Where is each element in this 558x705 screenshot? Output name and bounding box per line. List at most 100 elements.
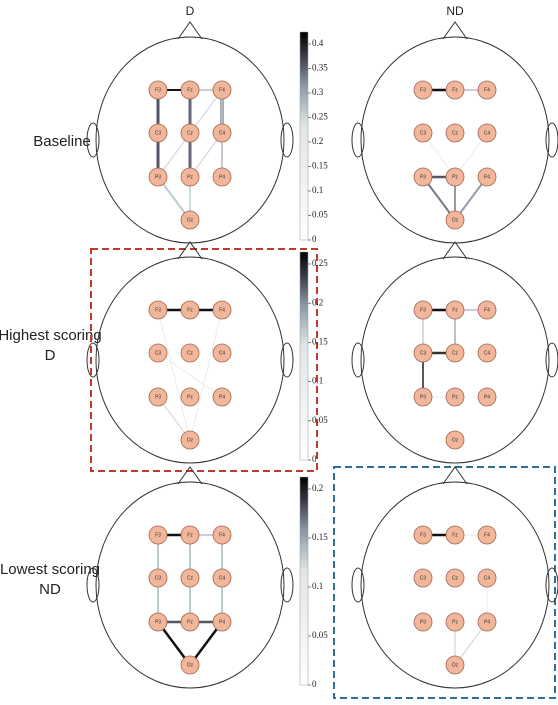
electrode-label: Pz [187, 394, 193, 400]
ear [546, 343, 558, 377]
electrode-label: Fz [187, 532, 193, 538]
electrode-label: Cz [452, 575, 459, 581]
electrode-label: F3 [420, 532, 426, 538]
electrode-label: Oz [187, 437, 194, 443]
electrode-label: F3 [155, 87, 161, 93]
colorbar-tick-label: 0 [312, 454, 317, 464]
colorbar-tick-label: 0.2 [312, 297, 323, 307]
electrode-label: F4 [219, 87, 225, 93]
electrode-label: C3 [155, 575, 162, 581]
ear [352, 568, 364, 602]
colorbar-tick-label: 0.4 [312, 38, 324, 48]
connection [190, 310, 222, 440]
electrode-label: Cz [187, 350, 194, 356]
electrode-label: C3 [420, 575, 427, 581]
colorbar-tick-label: 0.35 [312, 63, 328, 73]
ear [281, 568, 293, 602]
head-plot: F3FzF4C3CzC4P3PzP4Oz0.40.350.30.250.20.1… [352, 242, 558, 464]
electrode-label: F4 [484, 532, 490, 538]
colorbar-tick-label: 0 [312, 234, 317, 244]
electrode-label: Pz [452, 174, 458, 180]
colorbar-tick-label: 0.15 [312, 336, 328, 346]
electrode-label: P3 [420, 394, 426, 400]
electrode-label: Cz [187, 575, 194, 581]
electrode-label: P4 [219, 619, 225, 625]
electrode-label: C4 [219, 130, 226, 136]
nose [443, 467, 467, 484]
electrode-label: F4 [484, 307, 490, 313]
electrode-label: Fz [452, 532, 458, 538]
colorbar-tick-label: 0.1 [312, 376, 323, 386]
electrode-label: F3 [155, 307, 161, 313]
colorbar-tick-label: 0.2 [312, 136, 323, 146]
electrode-label: Oz [187, 662, 194, 668]
electrode-label: Pz [452, 394, 458, 400]
colorbar [300, 32, 308, 240]
ear [281, 343, 293, 377]
electrode-label: Fz [187, 307, 193, 313]
electrode-label: F4 [484, 87, 490, 93]
colorbar-tick-label: 0.05 [312, 210, 328, 220]
electrode-label: P3 [155, 394, 161, 400]
electrode-label: Oz [452, 217, 459, 223]
column-label: ND [446, 4, 464, 18]
colorbar-tick-label: 0.25 [312, 112, 328, 122]
nose [178, 22, 202, 39]
ear [546, 123, 558, 157]
electrode-label: Cz [187, 130, 194, 136]
electrode-label: P3 [420, 619, 426, 625]
colorbar-tick-label: 0.2 [312, 483, 323, 493]
electrode-label: F4 [219, 307, 225, 313]
electrode-label: P4 [484, 174, 490, 180]
electrode-label: C3 [155, 130, 162, 136]
electrode-label: F3 [420, 87, 426, 93]
electrode-label: Fz [452, 307, 458, 313]
electrode-label: C3 [420, 350, 427, 356]
electrode-label: Cz [452, 130, 459, 136]
connection [158, 310, 190, 440]
electrode-label: Pz [187, 619, 193, 625]
electrode-label: P4 [484, 619, 490, 625]
electrode-label: Pz [452, 619, 458, 625]
colorbar-tick-label: 0.15 [312, 161, 328, 171]
colorbar-tick-label: 0.15 [312, 532, 328, 542]
electrode-label: C4 [484, 575, 491, 581]
colorbar [300, 477, 308, 685]
electrode-label: C4 [219, 575, 226, 581]
colorbar-tick-label: 0.1 [312, 581, 323, 591]
electrode-label: C3 [420, 130, 427, 136]
electrode-label: P4 [219, 394, 225, 400]
electrode-label: P4 [219, 174, 225, 180]
head-plot: F3FzF4C3CzC4P3PzP4Oz0.250.20.150.10.050 [352, 22, 558, 244]
electrode-label: C4 [219, 350, 226, 356]
figure: D ND Baseline Highest scoringD Lowest sc… [0, 0, 558, 700]
row-label: Lowest scoringND [0, 561, 100, 598]
nose [443, 242, 467, 259]
electrode-label: P4 [484, 394, 490, 400]
electrode-label: Oz [187, 217, 194, 223]
electrode-label: Pz [187, 174, 193, 180]
highlight-box [91, 249, 317, 471]
ear [352, 343, 364, 377]
head-plot: F3FzF4C3CzC4P3PzP4Oz0.40.350.30.250.20.1… [87, 22, 328, 244]
colorbar-tick-label: 0 [312, 679, 317, 689]
electrode-label: Fz [452, 87, 458, 93]
colorbar-tick-label: 0.25 [312, 258, 328, 268]
colorbar-tick-label: 0.05 [312, 630, 328, 640]
colorbar-tick-label: 0.05 [312, 415, 328, 425]
electrode-label: F3 [155, 532, 161, 538]
electrode-label: P3 [155, 619, 161, 625]
ear [87, 343, 99, 377]
head-plot: F3FzF4C3CzC4P3PzP4Oz0.450.40.350.30.250.… [352, 467, 558, 689]
colorbar-tick-label: 0.3 [312, 87, 324, 97]
ear [352, 123, 364, 157]
electrode-label: F3 [420, 307, 426, 313]
column-label: D [186, 4, 195, 18]
ear [546, 568, 558, 602]
colorbar-tick-label: 0.1 [312, 185, 323, 195]
electrode-label: Oz [452, 437, 459, 443]
electrode-label: P3 [420, 174, 426, 180]
